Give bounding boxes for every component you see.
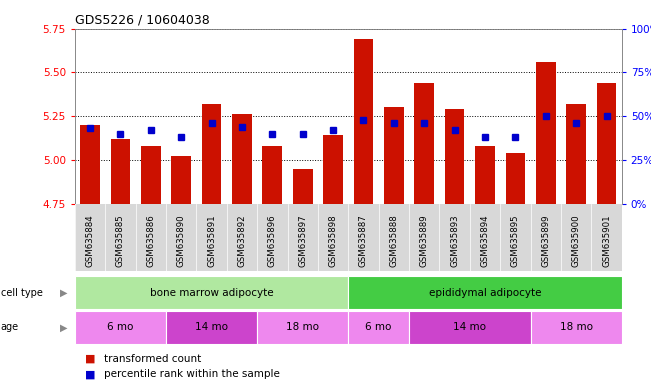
Bar bbox=[257, 311, 348, 344]
Bar bbox=[141, 146, 161, 204]
Text: bone marrow adipocyte: bone marrow adipocyte bbox=[150, 288, 273, 298]
Text: 14 mo: 14 mo bbox=[195, 322, 228, 333]
Text: 18 mo: 18 mo bbox=[560, 322, 592, 333]
Bar bbox=[384, 108, 404, 204]
Text: GSM635885: GSM635885 bbox=[116, 215, 125, 267]
Bar bbox=[348, 311, 409, 344]
Text: ▶: ▶ bbox=[60, 322, 68, 333]
Text: 18 mo: 18 mo bbox=[286, 322, 319, 333]
Bar bbox=[80, 125, 100, 204]
Bar bbox=[166, 311, 257, 344]
Bar bbox=[409, 311, 531, 344]
Text: GSM635897: GSM635897 bbox=[298, 215, 307, 267]
Text: GSM635898: GSM635898 bbox=[329, 215, 338, 267]
Bar bbox=[475, 146, 495, 204]
Text: GSM635894: GSM635894 bbox=[480, 215, 490, 267]
Text: 6 mo: 6 mo bbox=[365, 322, 392, 333]
Bar bbox=[353, 39, 374, 204]
Text: 6 mo: 6 mo bbox=[107, 322, 133, 333]
Bar bbox=[505, 153, 525, 204]
Text: GSM635890: GSM635890 bbox=[176, 215, 186, 267]
Text: epididymal adipocyte: epididymal adipocyte bbox=[429, 288, 541, 298]
Text: ▶: ▶ bbox=[60, 288, 68, 298]
Text: GDS5226 / 10604038: GDS5226 / 10604038 bbox=[75, 13, 210, 26]
Text: ■: ■ bbox=[85, 354, 95, 364]
Bar bbox=[414, 83, 434, 204]
Text: GSM635892: GSM635892 bbox=[238, 215, 247, 267]
Text: GSM635887: GSM635887 bbox=[359, 215, 368, 267]
Bar bbox=[232, 114, 252, 204]
Text: GSM635886: GSM635886 bbox=[146, 215, 156, 267]
Bar bbox=[323, 136, 343, 204]
Text: GSM635901: GSM635901 bbox=[602, 215, 611, 267]
Text: age: age bbox=[1, 322, 19, 333]
Text: GSM635889: GSM635889 bbox=[420, 215, 429, 267]
Bar bbox=[75, 276, 348, 309]
Text: GSM635891: GSM635891 bbox=[207, 215, 216, 267]
Text: GSM635893: GSM635893 bbox=[450, 215, 459, 267]
Text: GSM635884: GSM635884 bbox=[85, 215, 94, 267]
Bar bbox=[536, 62, 555, 204]
Text: GSM635896: GSM635896 bbox=[268, 215, 277, 267]
Bar bbox=[171, 156, 191, 204]
Text: ■: ■ bbox=[85, 369, 95, 379]
Text: transformed count: transformed count bbox=[104, 354, 201, 364]
Bar bbox=[111, 139, 130, 204]
Bar bbox=[531, 311, 622, 344]
Bar bbox=[566, 104, 586, 204]
Bar bbox=[445, 109, 465, 204]
Text: GSM635899: GSM635899 bbox=[541, 215, 550, 267]
Bar bbox=[348, 276, 622, 309]
Text: GSM635900: GSM635900 bbox=[572, 215, 581, 267]
Bar bbox=[596, 83, 616, 204]
Text: 14 mo: 14 mo bbox=[453, 322, 486, 333]
Bar bbox=[262, 146, 283, 204]
Bar bbox=[202, 104, 221, 204]
Text: GSM635895: GSM635895 bbox=[511, 215, 520, 267]
Text: percentile rank within the sample: percentile rank within the sample bbox=[104, 369, 280, 379]
Bar bbox=[75, 311, 166, 344]
Bar bbox=[293, 169, 312, 204]
Text: GSM635888: GSM635888 bbox=[389, 215, 398, 267]
Text: cell type: cell type bbox=[1, 288, 42, 298]
